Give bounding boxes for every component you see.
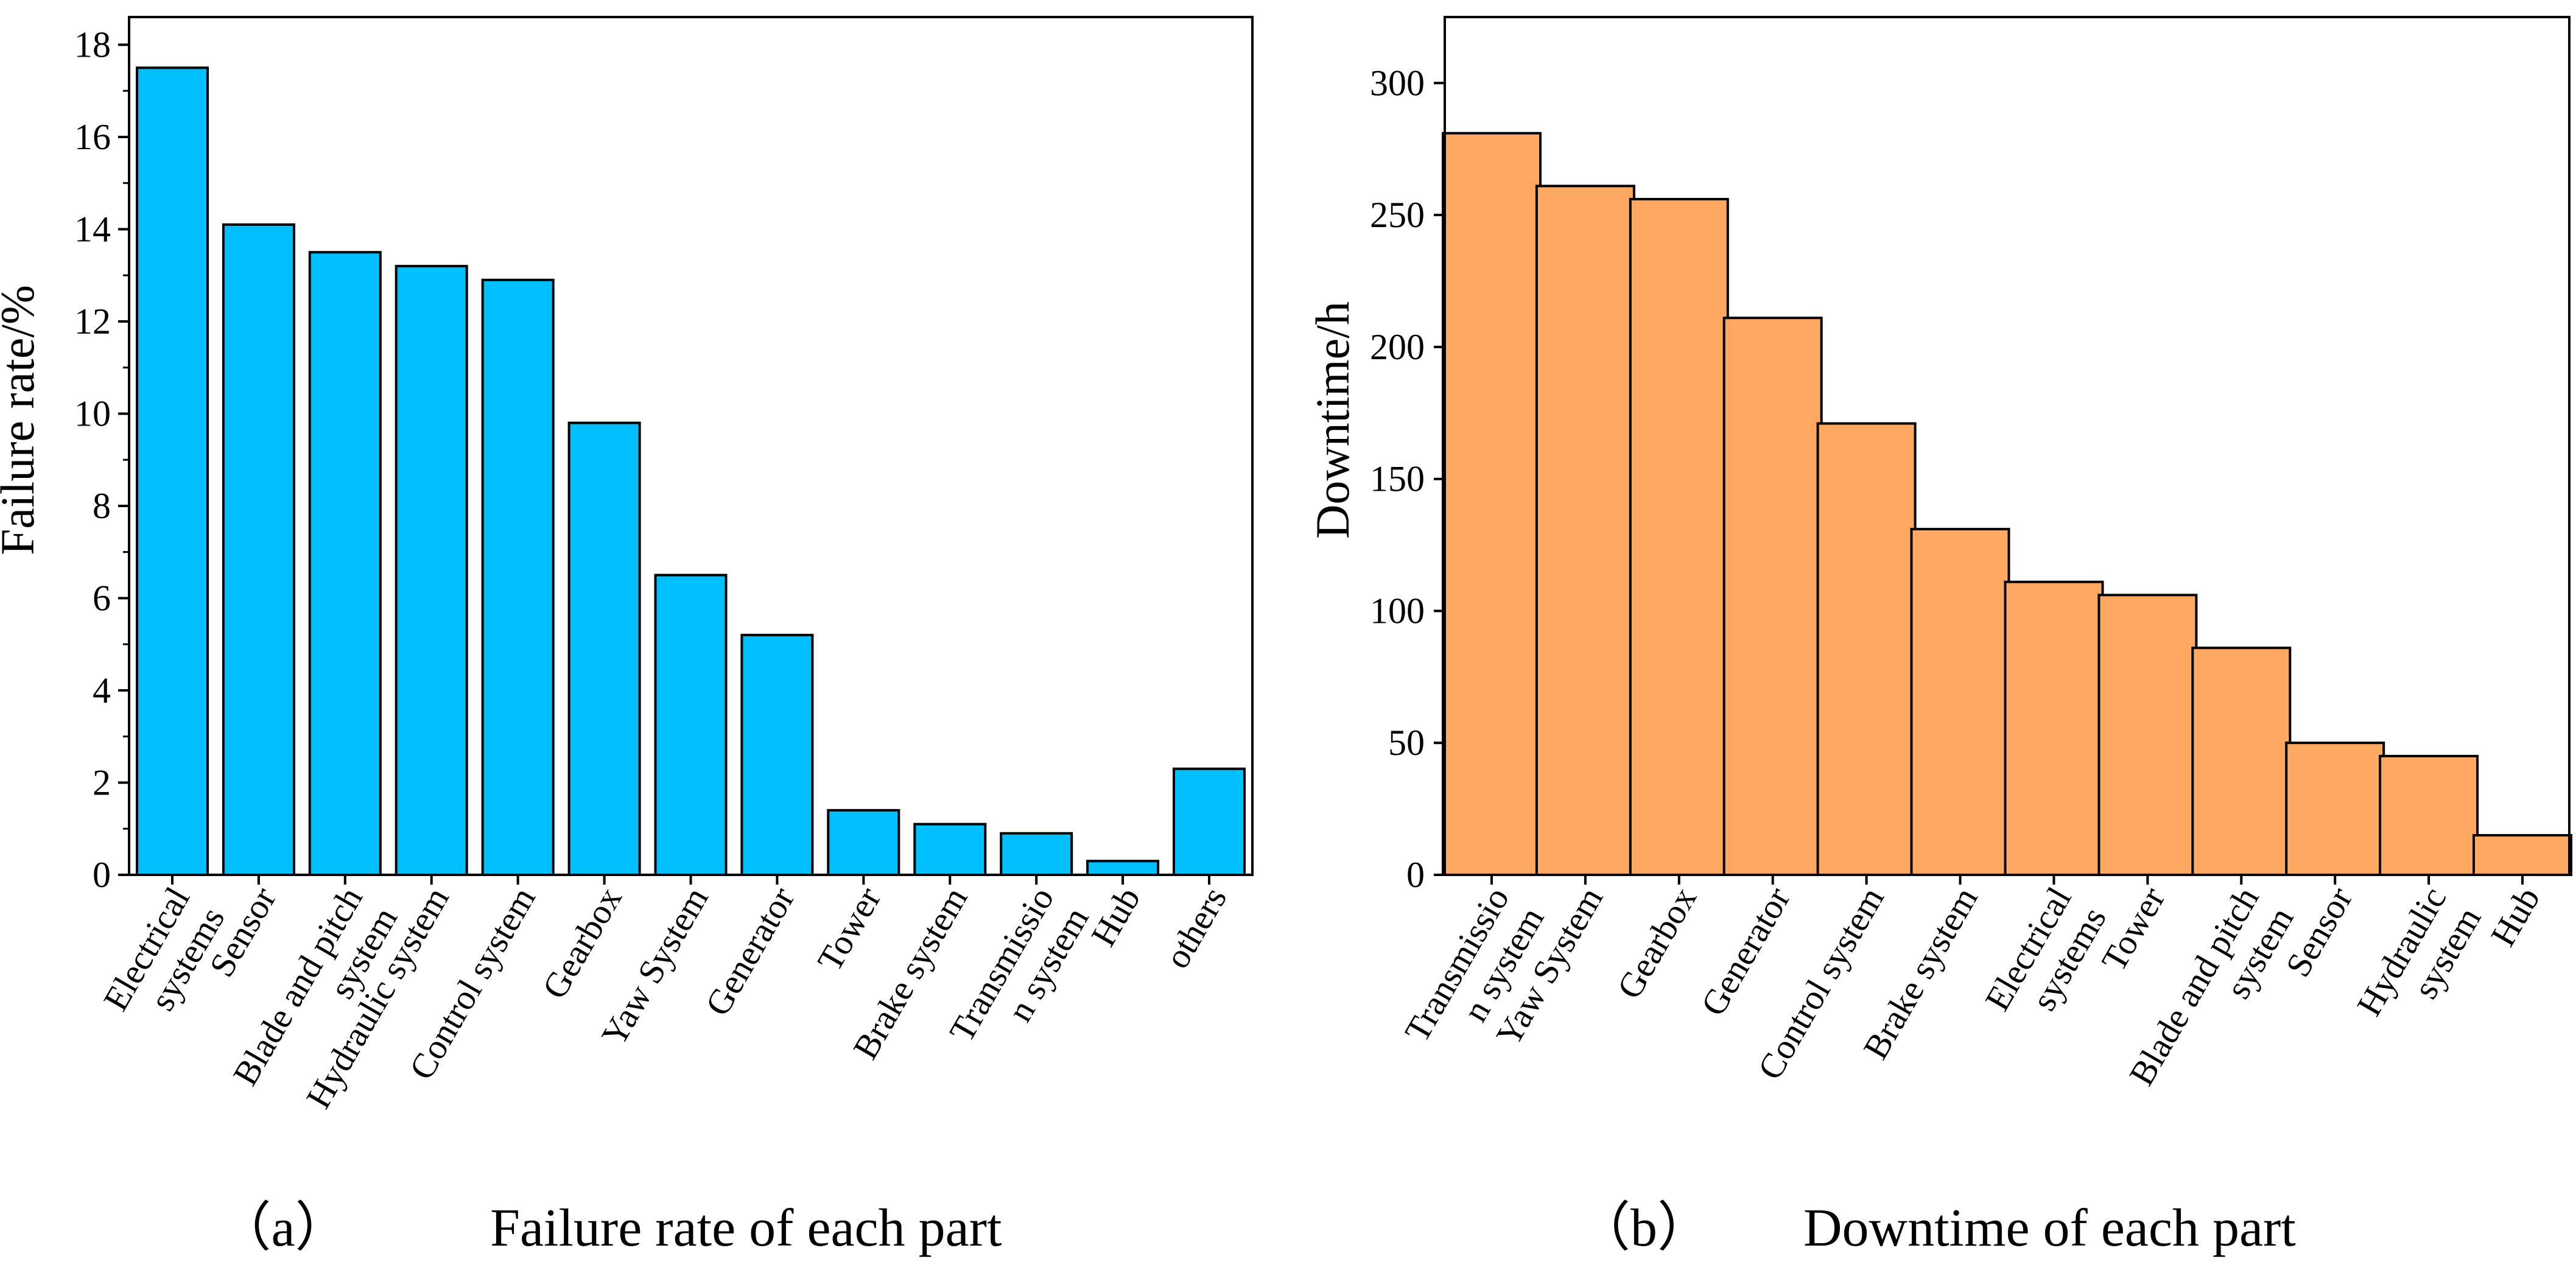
b-ytick-label-2: 100 [1370, 591, 1425, 631]
b-ytick-label-1: 50 [1388, 723, 1425, 763]
b-bar-0 [1442, 132, 1542, 876]
b-category-label-3: Generator [1693, 880, 1798, 1022]
b-category-label-line: Gearbox [1609, 880, 1704, 1005]
b-bar-2 [1629, 198, 1729, 877]
a-bar-7 [740, 634, 814, 876]
b-ytick-label-4: 200 [1370, 327, 1425, 367]
a-ytick-label-1: 2 [93, 762, 111, 802]
a-category-label-12: others [1157, 880, 1234, 975]
a-bar-1 [222, 223, 295, 876]
a-bar-9 [913, 822, 987, 876]
a-category-label-line: others [1157, 880, 1234, 975]
b-bar-10 [2379, 754, 2479, 877]
b-bar-9 [2285, 742, 2385, 876]
a-category-label-5: Gearbox [535, 880, 630, 1005]
b-bar-5 [1910, 528, 2010, 876]
b-bar-1 [1535, 184, 1635, 876]
a-ytick-label-9: 18 [74, 24, 111, 65]
a-bar-12 [1173, 767, 1246, 877]
a-bar-5 [567, 421, 641, 876]
a-category-label-line: Gearbox [535, 880, 630, 1005]
b-bar-4 [1816, 422, 1917, 876]
b-ytick-label-5: 250 [1370, 195, 1425, 235]
b-bar-7 [2097, 594, 2198, 877]
a-ytick-label-7: 14 [74, 209, 111, 249]
a-ytick-label-4: 8 [93, 486, 111, 526]
b-bar-3 [1722, 317, 1823, 876]
panel-b-downtime: 050100150200250300Downtime/hTransmission… [1306, 16, 2572, 1258]
b-category-label-6: Electricalsystems [1977, 880, 2114, 1037]
b-category-label-line: Generator [1693, 880, 1798, 1022]
a-ytick-label-3: 6 [93, 578, 111, 618]
a-category-label-line: Tower [810, 880, 889, 978]
a-caption-tag: （a） [217, 1199, 348, 1258]
a-ytick-label-8: 16 [74, 117, 111, 157]
b-category-label-10: Hydraulicsystem [2349, 880, 2488, 1042]
a-category-label-11: Hub [1083, 880, 1148, 953]
a-ytick-label-2: 4 [93, 670, 111, 710]
b-ytick-label-3: 150 [1370, 459, 1425, 499]
a-bar-11 [1086, 860, 1160, 877]
b-bar-6 [2004, 580, 2104, 876]
a-category-label-8: Tower [810, 880, 889, 978]
a-ytick-label-0: 0 [93, 855, 111, 895]
a-caption: Failure rate of each part [490, 1199, 1002, 1258]
b-y-axis-title: Downtime/h [1306, 301, 1359, 539]
a-y-axis-title: Failure rate/% [0, 285, 44, 555]
a-bar-6 [654, 573, 728, 876]
b-bar-8 [2191, 647, 2292, 876]
a-bar-8 [827, 808, 900, 877]
a-bar-0 [136, 66, 209, 876]
b-category-label-11: Hub [2483, 880, 2547, 953]
a-bar-2 [308, 251, 382, 876]
b-plot-frame [1444, 16, 2571, 876]
b-ytick-label-6: 300 [1370, 63, 1425, 103]
b-category-label-2: Gearbox [1609, 880, 1704, 1005]
a-bar-3 [395, 265, 468, 877]
a-category-label-line: Hub [1083, 880, 1148, 953]
a-ytick-label-5: 10 [74, 393, 111, 433]
a-bar-4 [481, 278, 555, 876]
b-caption: Downtime of each part [1803, 1199, 2296, 1258]
a-ytick-label-6: 12 [74, 301, 111, 342]
a-bar-10 [1000, 832, 1073, 877]
b-bar-11 [2472, 834, 2572, 876]
b-ytick-label-0: 0 [1406, 855, 1425, 895]
b-caption-tag: （b） [1577, 1199, 1711, 1258]
b-category-label-line: Hub [2483, 880, 2547, 953]
